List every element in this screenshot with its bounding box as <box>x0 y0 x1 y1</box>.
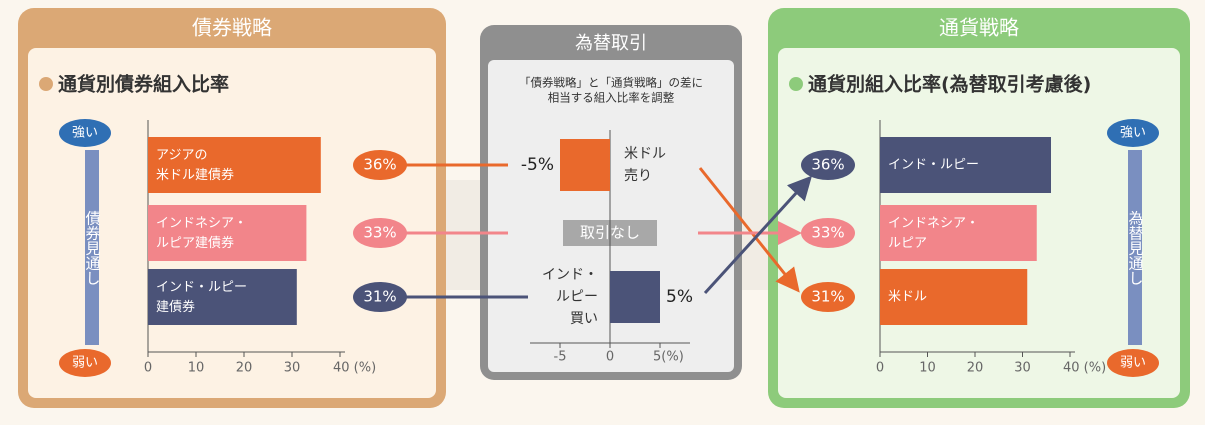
bar <box>148 269 297 325</box>
chart-title: 通貨別組入比率(為替取引考慮後) <box>808 73 1091 96</box>
bullet <box>39 77 53 91</box>
outlook-label: 為替見通し <box>1127 211 1145 286</box>
bar-category-label: 取引なし <box>580 224 640 242</box>
x-tick-label: 0 <box>876 361 884 376</box>
strong-label: 強い <box>72 126 98 141</box>
bar-category-label: インド・ルピー建債券 <box>156 280 247 315</box>
value-badge <box>353 150 407 180</box>
x-tick-label: 10 <box>919 361 936 376</box>
value-label: 31% <box>363 288 396 306</box>
panel-header: 通貨戦略 <box>939 16 1019 40</box>
fx-panel-inner <box>488 60 734 372</box>
weak-badge <box>1107 349 1159 377</box>
outlook-label: 債券見通し <box>84 211 102 286</box>
bar-category-label: 米ドル <box>888 290 927 305</box>
x-tick-label: 20 <box>967 361 984 376</box>
chart-title: 通貨別債券組入比率 <box>58 73 229 96</box>
value-label: 33% <box>811 224 844 242</box>
strong-badge <box>1107 119 1159 147</box>
arrow <box>698 167 800 293</box>
value-label: -5% <box>521 155 554 175</box>
x-tick-label: 20 <box>236 361 253 376</box>
bar-category-label: インドネシア・ルピア <box>888 216 979 251</box>
weak-label: 弱い <box>1120 356 1146 371</box>
panel-header: 為替取引 <box>575 33 647 54</box>
x-tick-label: 40 (%) <box>1063 361 1106 376</box>
bar <box>880 205 1037 261</box>
bar-category-label: インドネシア・ルピア建債券 <box>156 216 247 251</box>
value-label: 36% <box>363 156 396 174</box>
value-badge <box>353 282 407 312</box>
value-label: 5% <box>666 287 693 307</box>
value-badge <box>801 150 855 180</box>
bar <box>610 271 660 323</box>
value-label: 33% <box>363 224 396 242</box>
value-badge <box>801 218 855 248</box>
strong-label: 強い <box>1120 126 1146 141</box>
x-tick-label: 10 <box>188 361 205 376</box>
strong-badge <box>59 119 111 147</box>
bar <box>880 269 1028 325</box>
bar-category-label: 米ドル売り <box>624 146 666 184</box>
x-tick-label: 30 <box>1014 361 1031 376</box>
value-label: 36% <box>811 156 844 174</box>
weak-label: 弱い <box>72 356 98 371</box>
x-tick-label: 5(%) <box>653 350 684 365</box>
bar <box>880 137 1051 193</box>
panel-header: 債券戦略 <box>192 16 272 40</box>
weak-badge <box>59 349 111 377</box>
value-badge <box>353 218 407 248</box>
bar-category-label: アジアの米ドル建債券 <box>156 148 234 183</box>
bar-category-label: インド・ルピー買い <box>542 267 598 327</box>
bar-category-label: インド・ルピー <box>888 158 979 173</box>
x-tick-label: 0 <box>606 350 614 365</box>
bar <box>148 137 321 193</box>
bar <box>148 205 307 261</box>
x-tick-label: -5 <box>554 350 567 365</box>
x-tick-label: 40 (%) <box>333 361 376 376</box>
value-badge <box>801 282 855 312</box>
bar <box>560 139 610 191</box>
arrow <box>703 175 813 295</box>
note: 「債券戦略」と「通貨戦略」の差に相当する組入比率を調整 <box>519 75 703 104</box>
x-tick-label: 30 <box>284 361 301 376</box>
x-tick-label: 0 <box>144 361 152 376</box>
bullet <box>789 77 803 91</box>
value-label: 31% <box>811 288 844 306</box>
